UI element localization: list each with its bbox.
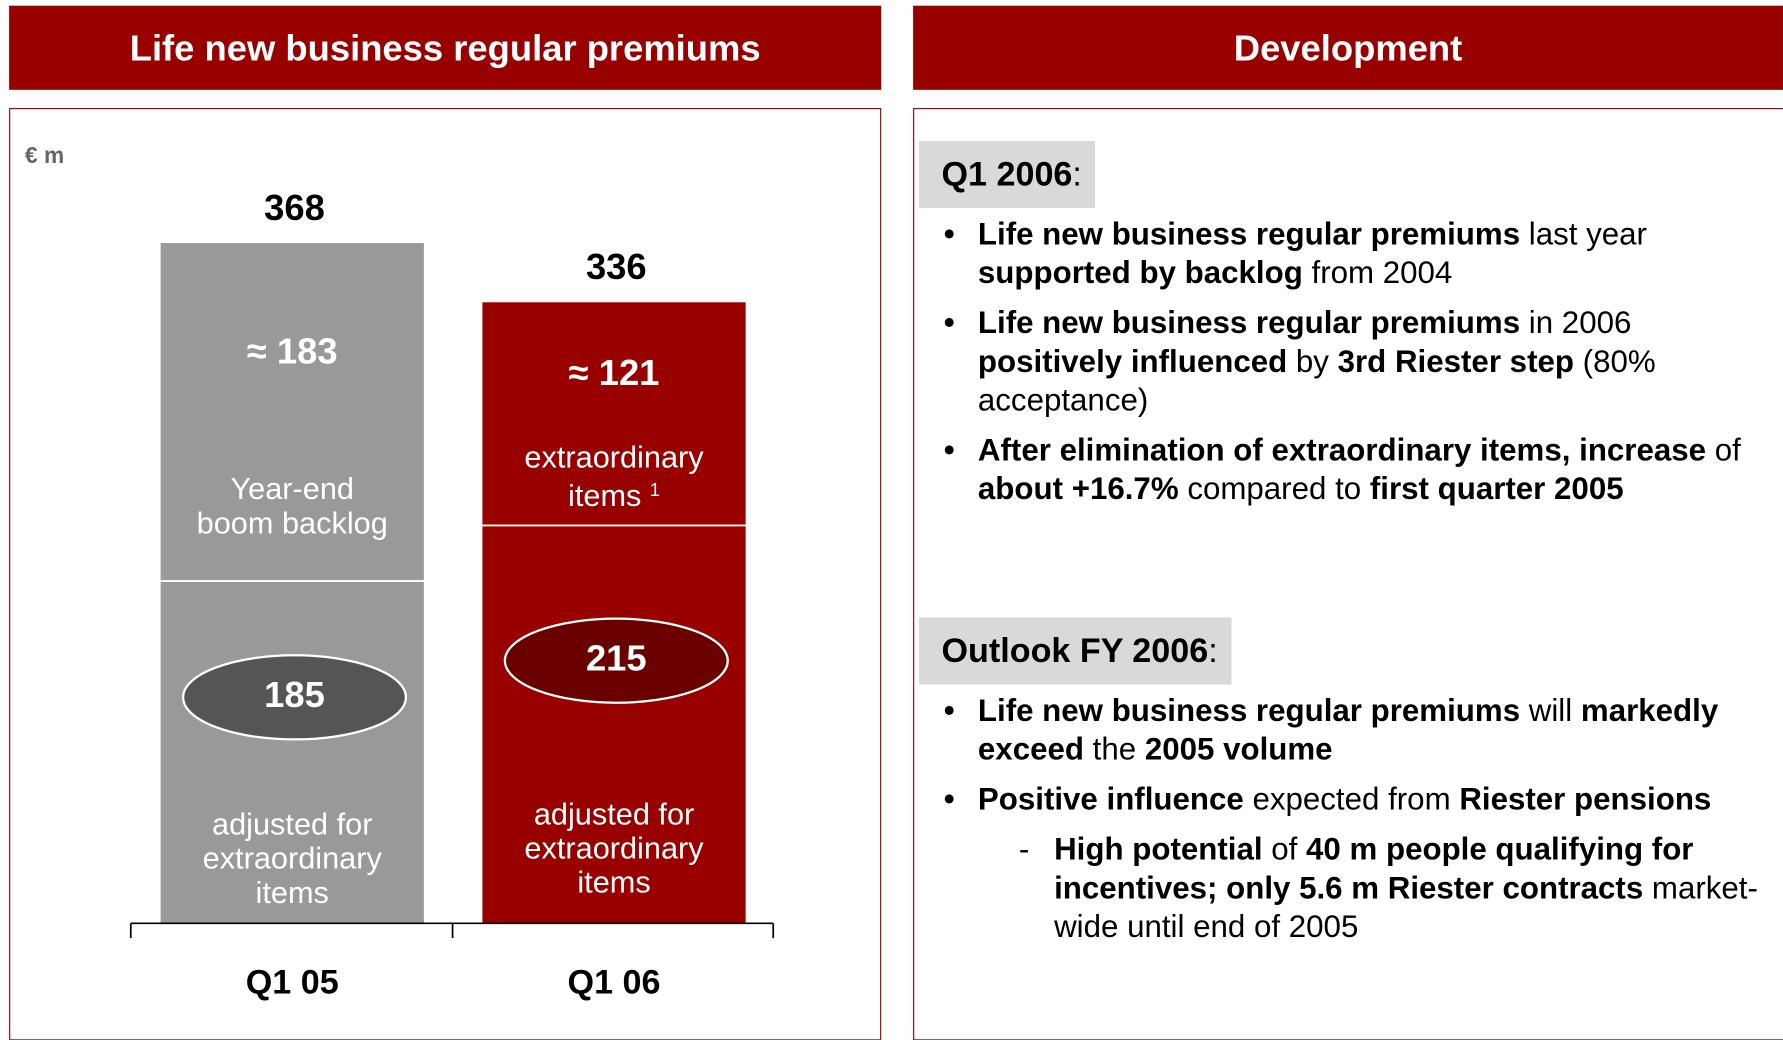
text-run: Outlook FY 2006 [941,632,1209,670]
value-label: 185 [264,674,325,715]
section-heading: Outlook FY 2006: [918,617,1232,685]
total-label: 336 [586,246,647,287]
text-run: from 2004 [1302,254,1453,290]
bar-segment [158,580,426,925]
section-heading: Q1 2006: [918,141,1096,209]
text-run: positively influenced [977,343,1288,379]
x-tick-label: Q1 05 [246,964,339,1002]
x-tick-label: Q1 06 [568,964,661,1002]
right-header: Development [913,5,1783,90]
total-label: 368 [264,187,325,228]
bullet: Life new business regular premiums will … [944,691,1763,768]
text-run: about +16.7% [977,470,1179,507]
text-run: of [1262,831,1307,867]
text-run: Life new business regular premiums [977,692,1521,728]
segment-label-text: adjusted for extraordinary items [202,807,382,910]
bullet: Positive influence expected from Riester… [944,780,1763,946]
text-run: of [1706,432,1741,468]
value-ellipse [181,654,408,741]
text-run: expected from [1243,781,1460,817]
text-run: (80% acceptance) [977,343,1656,418]
text-run: 40 m people qualifying for incentives; o… [1054,831,1694,906]
text-run: first quarter 2005 [1369,470,1624,507]
sub-bullet: High potential of 40 m people qualifying… [1019,830,1770,946]
text-run: will [1520,692,1581,728]
text-run: : [1072,155,1082,194]
text-run: 2005 volume [1144,731,1333,767]
value-ellipse [503,617,729,704]
text-run: supported by backlog [977,254,1303,290]
text-run: 3rd Riester step [1337,343,1574,379]
bullet: Life new business regular premiums in 20… [944,304,1763,420]
text-run: market-wide until end of 2005 [1054,869,1758,944]
text-run: Q1 2006 [941,155,1073,194]
section: Q1 2006:Life new business regular premiu… [918,141,1763,520]
value-label: ≈ 183 [247,331,338,372]
footnote-mark: 1 [649,480,661,500]
segment-label: Year-end boom backlog [193,472,392,540]
text-run: After elimination of extraordinary items… [977,432,1707,468]
segment-label: adjusted for extraordinary items [515,797,714,899]
section: Outlook FY 2006:Life new business regula… [918,617,1763,957]
segment-label-text: adjusted for extraordinary items [524,796,704,899]
text-run: last year [1520,216,1647,252]
value-label: 215 [586,637,647,678]
unit-label: € m [25,142,64,168]
bar-segment [158,241,426,582]
text-run: Riester pensions [1459,781,1712,817]
text-run: compared to [1178,470,1370,507]
text-run: Life new business regular premiums [977,304,1521,340]
bullet: After elimination of extraordinary items… [944,431,1763,508]
text-run: the [1083,731,1145,767]
bullet: Life new business regular premiums last … [944,215,1763,292]
value-label: ≈ 121 [569,352,660,393]
segment-label-text: extraordinary items [524,439,704,513]
text-run: Positive influence [977,781,1244,817]
text-run: Life new business regular premiums [977,216,1521,252]
segment-label: adjusted for extraordinary items [193,807,392,909]
text-run: High potential [1054,831,1263,867]
segment-label: extraordinary items 1 [515,440,714,513]
text-run: markedly exceed [977,692,1719,767]
text-run: in 2006 [1520,304,1632,340]
segment-label-text: Year-end boom backlog [196,472,388,541]
bar-segment [480,300,748,527]
text-run: : [1208,632,1218,670]
left-header: Life new business regular premiums [9,5,882,90]
text-run: by [1287,343,1338,379]
